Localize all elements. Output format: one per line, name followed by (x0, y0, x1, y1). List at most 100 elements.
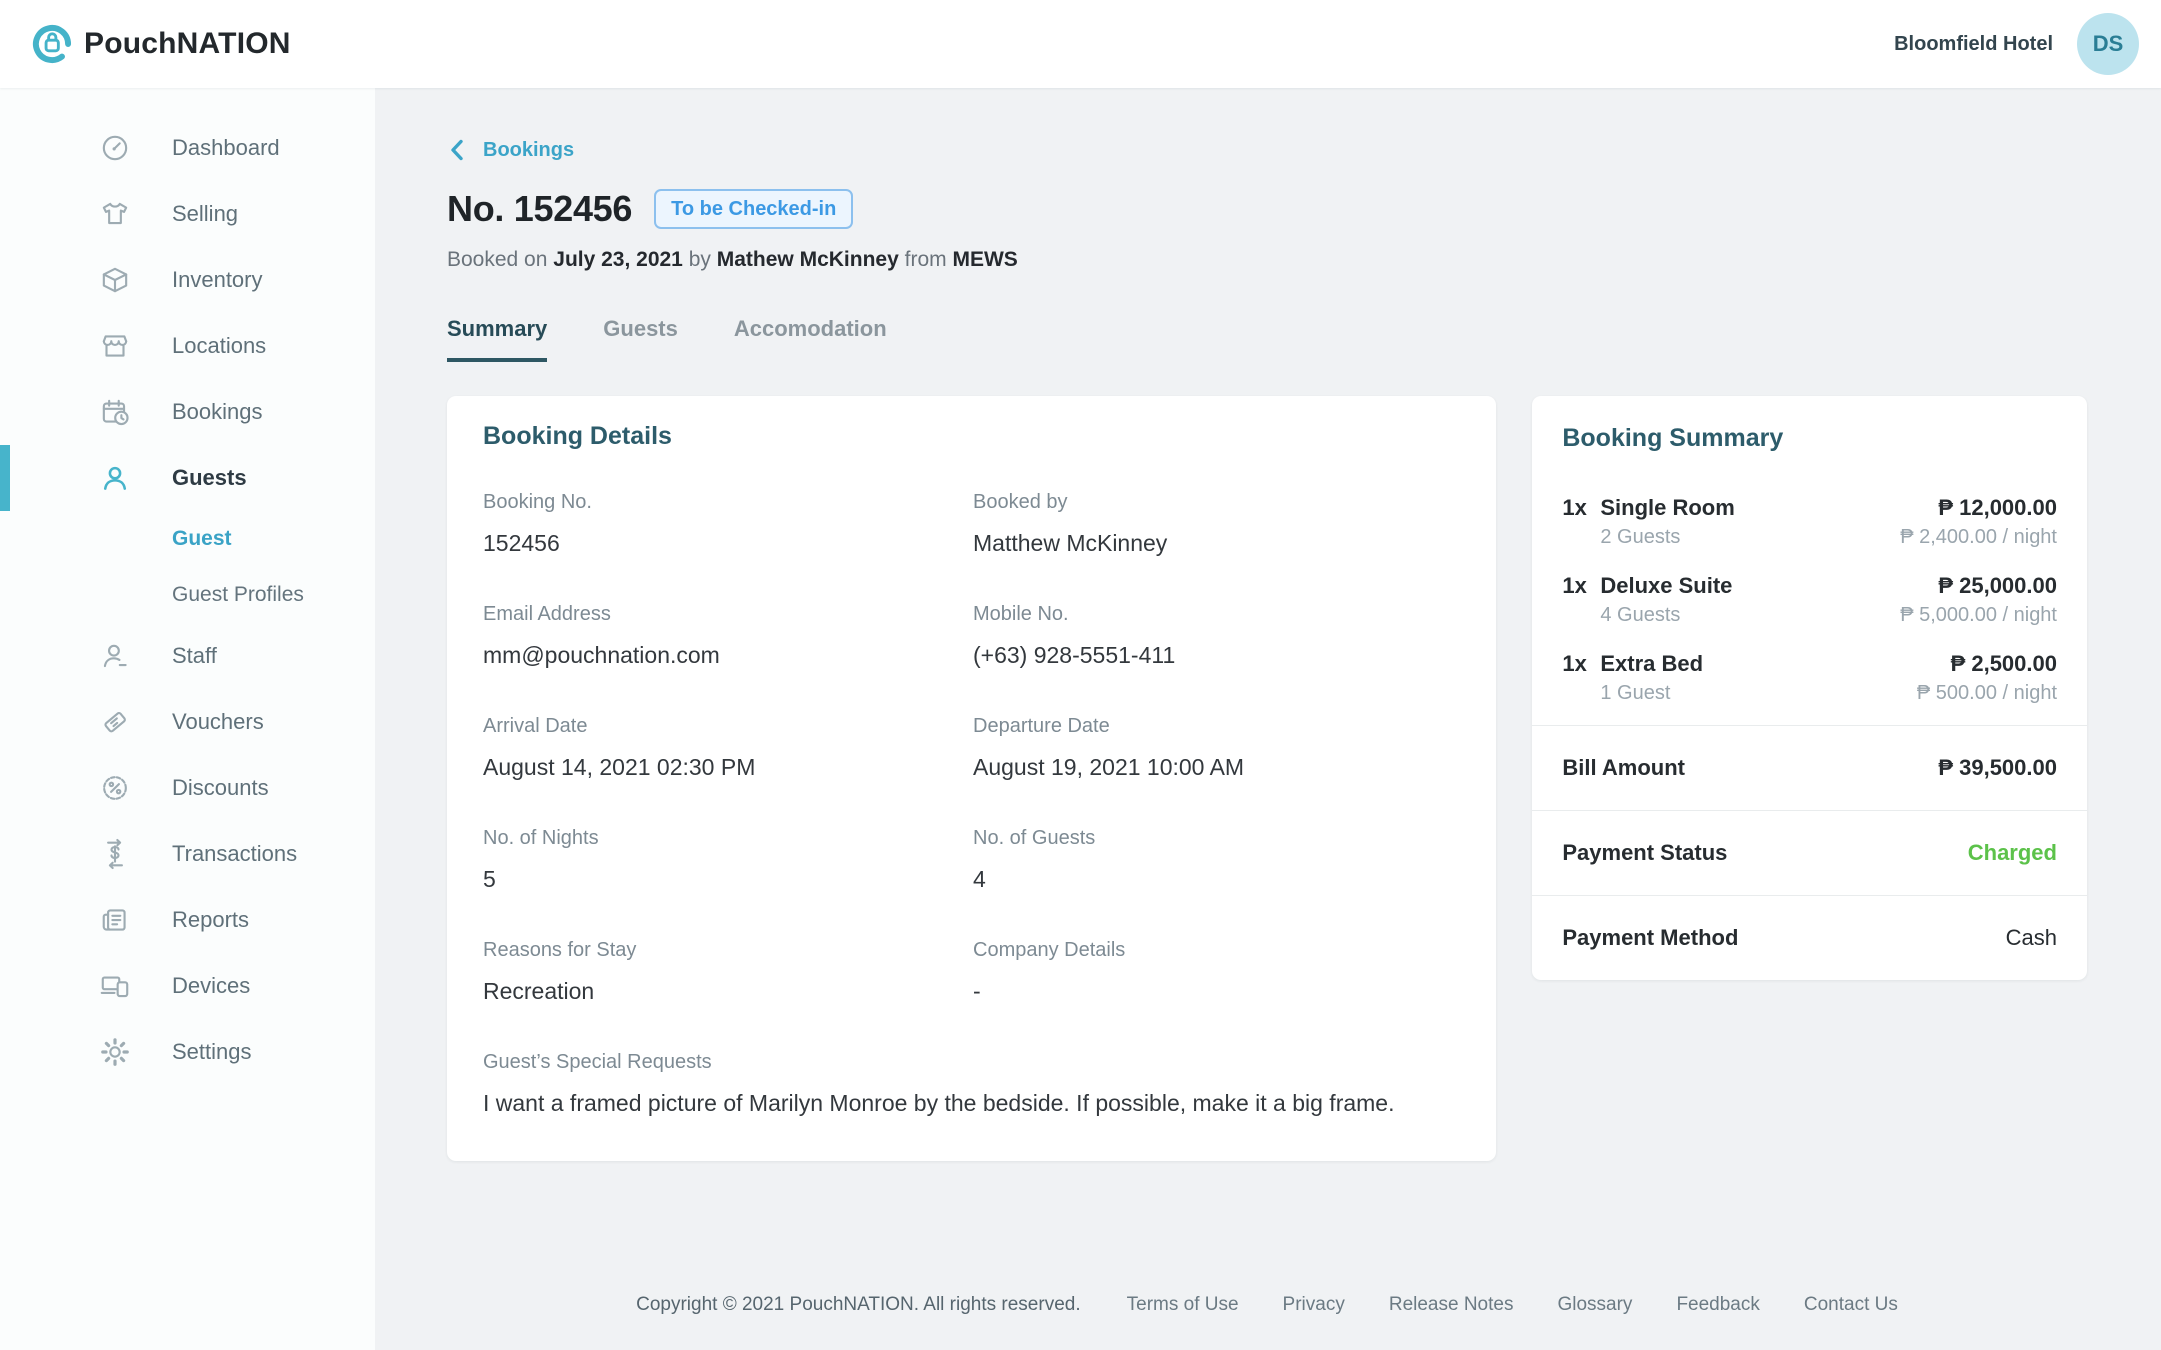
booked-by-word: by (688, 248, 711, 271)
discounts-icon (98, 771, 132, 805)
booking-summary-title: Booking Summary (1562, 424, 1784, 452)
field-booked-by: Booked by Matthew McKinney (973, 491, 1168, 556)
devices-icon (98, 969, 132, 1003)
payment-status-label: Payment Status (1562, 840, 1728, 865)
footer-link-feedback[interactable]: Feedback (1676, 1294, 1760, 1315)
guests-icon (98, 461, 132, 495)
field-mobile-no: Mobile No. (+63) 928-5551-411 (973, 603, 1176, 668)
dashboard-icon (98, 131, 132, 165)
sidebar-subitem-label: Guest (172, 527, 232, 550)
booking-details-title: Booking Details (483, 422, 672, 450)
booked-agent: Mathew McKinney (716, 248, 899, 271)
sidebar-item-label: Vouchers (172, 709, 264, 734)
sidebar: Dashboard Selling Inventory (0, 88, 375, 1350)
main-content: Bookings No. 152456 To be Checked-in Boo… (375, 88, 2161, 1350)
booked-source: MEWS (952, 248, 1018, 271)
sidebar-item-settings[interactable]: Settings (0, 1019, 375, 1085)
sidebar-item-guests[interactable]: Guests (0, 445, 375, 511)
settings-icon (98, 1035, 132, 1069)
bookings-icon (98, 395, 132, 429)
sidebar-item-label: Guests (172, 465, 247, 490)
brand-logo[interactable]: PouchNATION (30, 22, 291, 66)
field-departure-date: Departure Date August 19, 2021 10:00 AM (973, 715, 1245, 780)
page-title: No. 152456 (447, 188, 633, 229)
sidebar-item-bookings[interactable]: Bookings (0, 379, 375, 445)
sidebar-item-label: Bookings (172, 399, 263, 424)
summary-item-single-room: 1x Single Room ₱ 12,000.00 2 Guests ₱ 2,… (1562, 495, 2057, 548)
booked-prefix: Booked on (447, 248, 548, 271)
sidebar-item-label: Transactions (172, 841, 298, 866)
tab-guests[interactable]: Guests (603, 316, 678, 362)
field-special-requests: Guest’s Special Requests I want a framed… (483, 1051, 1395, 1116)
sidebar-item-selling[interactable]: Selling (0, 181, 375, 247)
field-arrival-date: Arrival Date August 14, 2021 02:30 PM (483, 715, 756, 780)
sidebar-item-label: Staff (172, 643, 217, 668)
payment-status-value: Charged (1967, 840, 2057, 865)
sidebar-item-label: Dashboard (172, 135, 280, 160)
sidebar-item-label: Reports (172, 907, 250, 932)
bill-amount-value: ₱ 39,500.00 (1938, 755, 2057, 780)
status-badge: To be Checked-in (654, 189, 854, 229)
locations-icon (98, 329, 132, 363)
copyright-text: Copyright © 2021 PouchNATION. All rights… (636, 1294, 1081, 1315)
reports-icon (98, 903, 132, 937)
tab-accomodation[interactable]: Accomodation (734, 316, 887, 362)
sidebar-item-locations[interactable]: Locations (0, 313, 375, 379)
payment-method-label: Payment Method (1562, 925, 1739, 950)
sidebar-item-label: Discounts (172, 775, 269, 800)
tab-summary[interactable]: Summary (447, 316, 548, 362)
booking-summary-card: Booking Summary 1x Single Room ₱ 12,000.… (1532, 396, 2087, 980)
field-email-address: Email Address mm@pouchnation.com (483, 603, 720, 668)
bill-amount-row: Bill Amount ₱ 39,500.00 (1532, 725, 2087, 810)
vouchers-icon (98, 705, 132, 739)
footer-link-terms[interactable]: Terms of Use (1126, 1294, 1239, 1315)
payment-method-row: Payment Method Cash (1532, 895, 2087, 980)
sidebar-item-dashboard[interactable]: Dashboard (0, 115, 375, 181)
footer-link-privacy[interactable]: Privacy (1282, 1294, 1345, 1315)
brand-name: PouchNATION (84, 27, 291, 60)
sidebar-subitem-guest[interactable]: Guest (0, 511, 375, 567)
booked-line: Booked on July 23, 2021 by Mathew McKinn… (447, 248, 2087, 272)
sidebar-item-transactions[interactable]: Transactions (0, 821, 375, 887)
top-header: PouchNATION Bloomfield Hotel DS (0, 0, 2161, 88)
pouchnation-logo-icon (30, 22, 74, 66)
bill-amount-label: Bill Amount (1562, 755, 1685, 780)
inventory-icon (98, 263, 132, 297)
back-chevron-icon (447, 138, 467, 162)
sidebar-item-label: Devices (172, 973, 251, 998)
sidebar-item-label: Settings (172, 1039, 252, 1064)
sidebar-item-label: Inventory (172, 267, 263, 292)
sidebar-item-staff[interactable]: Staff (0, 623, 375, 689)
booking-details-card: Booking Details Booking No. 152456 Booke… (447, 396, 1497, 1161)
sidebar-subitem-label: Guest Profiles (172, 583, 304, 606)
footer-link-contact-us[interactable]: Contact Us (1803, 1294, 1898, 1315)
payment-method-value: Cash (2005, 925, 2057, 950)
booked-from-word: from (904, 248, 947, 271)
footer-link-glossary[interactable]: Glossary (1557, 1294, 1633, 1315)
sidebar-item-discounts[interactable]: Discounts (0, 755, 375, 821)
sidebar-item-devices[interactable]: Devices (0, 953, 375, 1019)
footer-link-release-notes[interactable]: Release Notes (1388, 1294, 1514, 1315)
sidebar-item-reports[interactable]: Reports (0, 887, 375, 953)
booked-date: July 23, 2021 (553, 248, 683, 271)
breadcrumb-back-bookings[interactable]: Bookings (447, 138, 574, 162)
transactions-icon (98, 837, 132, 871)
summary-item-deluxe-suite: 1x Deluxe Suite ₱ 25,000.00 4 Guests ₱ 5… (1562, 573, 2057, 626)
payment-status-row: Payment Status Charged (1532, 810, 2087, 895)
venue-name[interactable]: Bloomfield Hotel (1894, 32, 2053, 55)
sidebar-item-label: Locations (172, 333, 267, 358)
field-reasons-for-stay: Reasons for Stay Recreation (483, 939, 637, 1004)
breadcrumb-label: Bookings (483, 138, 575, 161)
sidebar-item-vouchers[interactable]: Vouchers (0, 689, 375, 755)
sidebar-item-inventory[interactable]: Inventory (0, 247, 375, 313)
page-footer: Copyright © 2021 PouchNATION. All rights… (447, 1264, 2087, 1316)
selling-icon (98, 197, 132, 231)
tab-bar: Summary Guests Accomodation (447, 316, 2087, 362)
avatar[interactable]: DS (2077, 13, 2139, 75)
sidebar-subitem-guest-profiles[interactable]: Guest Profiles (0, 567, 375, 623)
sidebar-item-label: Selling (172, 201, 239, 226)
field-company-details: Company Details - (973, 939, 1126, 1004)
field-no-of-guests: No. of Guests 4 (973, 827, 1096, 892)
field-no-of-nights: No. of Nights 5 (483, 827, 599, 892)
